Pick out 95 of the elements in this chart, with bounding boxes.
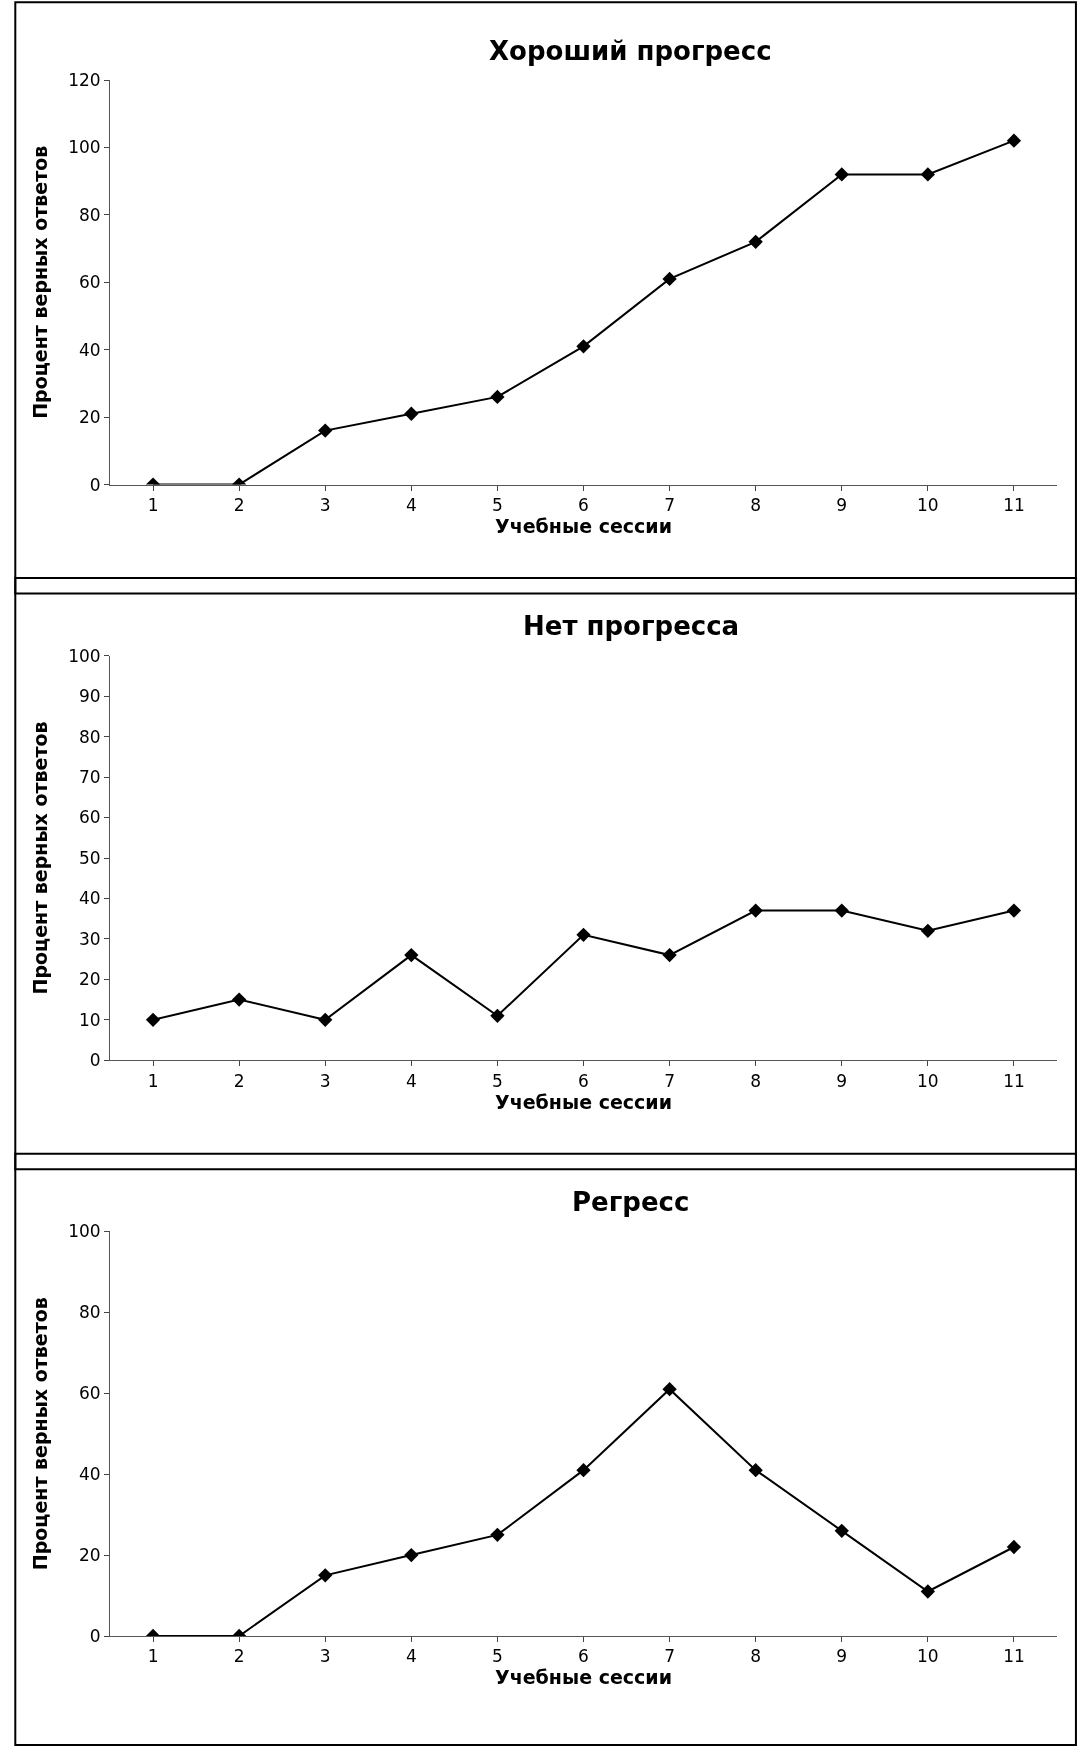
x-tick-label: 3 [319,494,331,515]
x-tick-label: 6 [578,1646,589,1667]
x-tick-label: 4 [405,1070,417,1091]
point [404,406,419,421]
x-tick-label: 3 [319,1646,331,1667]
y-tick-label: 30 [78,928,101,949]
x-tick-label: 8 [750,494,762,515]
y-tick-label: 0 [89,1050,101,1071]
x-tick-label: 11 [1003,494,1025,515]
x-tick-label: 4 [405,1646,417,1667]
x-tick-label: 4 [405,494,417,515]
point [490,1008,505,1023]
x-tick-label: 11 [1003,1070,1025,1091]
x-tick-label: 5 [492,1646,503,1667]
x-axis-title: Учебные сессии [495,514,672,537]
y-tick-label: 40 [78,339,101,360]
point [920,923,936,938]
y-axis-title: Процент верных ответов [29,721,51,995]
x-tick-label: 7 [664,1646,675,1667]
x-tick-label: 5 [492,1070,503,1091]
y-tick-label: 0 [89,474,101,495]
x-tick-label: 6 [578,494,589,515]
y-tick-label: 60 [78,1383,101,1404]
point [318,1012,333,1027]
x-tick-label: 6 [578,1070,589,1091]
y-tick-label: 100 [68,645,101,666]
x-tick-label: 9 [836,1070,848,1091]
point [231,992,247,1007]
chart-title: Хороший прогресс [489,36,772,66]
x-tick-label: 10 [917,494,939,515]
y-axis-title: Процент верных ответов [29,145,51,419]
point [834,903,849,918]
point [318,1568,333,1583]
y-tick-label: 10 [78,1009,101,1030]
point [404,947,419,963]
point [1006,1539,1022,1555]
point [490,389,505,405]
point [404,1547,419,1563]
y-tick-label: 80 [78,204,101,225]
y-tick-label: 100 [68,137,101,158]
y-tick-label: 50 [78,847,101,868]
y-tick-label: 40 [78,888,101,909]
y-tick-label: 120 [68,69,101,90]
x-tick-label: 9 [836,1646,848,1667]
x-tick-label: 1 [147,494,159,515]
y-tick-label: 80 [78,1302,101,1323]
y-tick-label: 60 [78,807,101,828]
point [662,271,677,287]
x-tick-label: 2 [233,494,245,515]
x-tick-label: 11 [1003,1646,1025,1667]
point [920,167,936,182]
y-tick-label: 90 [78,686,101,707]
point [1006,903,1022,918]
point [1006,133,1022,148]
y-tick-label: 60 [78,272,101,293]
x-tick-label: 2 [233,1070,245,1091]
point [748,1462,763,1478]
point [662,947,677,963]
x-tick-label: 1 [147,1646,159,1667]
point [576,927,591,943]
point [662,1382,677,1397]
x-tick-label: 1 [147,1070,159,1091]
y-axis-title: Процент верных ответов [29,1297,51,1571]
point [318,423,333,438]
x-tick-label: 7 [664,1070,675,1091]
y-tick-label: 0 [89,1625,101,1646]
x-tick-label: 9 [836,494,848,515]
chart-title: Регресс [572,1187,690,1217]
x-tick-label: 8 [750,1646,762,1667]
point [490,1527,505,1543]
point [834,1523,849,1538]
y-tick-label: 20 [78,1545,101,1566]
x-tick-label: 10 [917,1070,939,1091]
y-tick-label: 100 [68,1221,101,1242]
x-tick-label: 5 [492,494,503,515]
point [920,1584,936,1599]
point [748,234,763,249]
point [145,1012,161,1027]
x-axis-title: Учебные сессии [495,1666,672,1689]
x-axis-title: Учебные сессии [495,1090,672,1113]
y-tick-label: 70 [78,767,101,788]
y-tick-label: 40 [78,1464,101,1485]
point [834,167,849,182]
x-tick-label: 7 [664,494,675,515]
y-tick-label: 80 [78,726,101,747]
x-tick-label: 8 [750,1070,762,1091]
y-tick-label: 20 [78,969,101,990]
chart-title: Нет прогресса [523,611,740,641]
y-tick-label: 20 [78,407,101,428]
x-tick-label: 10 [917,1646,939,1667]
point [576,339,591,354]
x-tick-label: 2 [233,1646,245,1667]
x-tick-label: 3 [319,1070,331,1091]
point [748,903,763,918]
point [576,1462,591,1478]
